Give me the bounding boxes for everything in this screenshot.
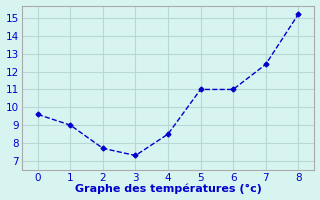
X-axis label: Graphe des températures (°c): Graphe des températures (°c) [75, 184, 261, 194]
